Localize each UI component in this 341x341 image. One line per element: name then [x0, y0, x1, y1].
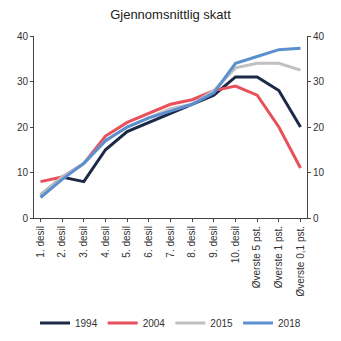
svg-text:Øverste 0,1 pst.: Øverste 0,1 pst. — [295, 226, 306, 297]
svg-text:Øverste 5 pst.: Øverste 5 pst. — [251, 226, 262, 288]
svg-text:Gjennomsnittlig skatt: Gjennomsnittlig skatt — [110, 7, 231, 22]
svg-text:5. desil: 5. desil — [121, 226, 132, 258]
svg-text:40: 40 — [313, 31, 325, 42]
svg-text:30: 30 — [313, 76, 325, 87]
svg-text:8. desil: 8. desil — [186, 226, 197, 258]
svg-text:2004: 2004 — [143, 318, 166, 329]
svg-text:10: 10 — [17, 167, 29, 178]
svg-text:2. desil: 2. desil — [56, 226, 67, 258]
svg-text:2018: 2018 — [278, 318, 301, 329]
svg-text:30: 30 — [17, 76, 29, 87]
svg-text:1994: 1994 — [75, 318, 98, 329]
svg-text:20: 20 — [313, 122, 325, 133]
svg-text:9. desil: 9. desil — [208, 226, 219, 258]
svg-text:20: 20 — [17, 122, 29, 133]
svg-text:40: 40 — [17, 31, 29, 42]
svg-text:10: 10 — [313, 167, 325, 178]
svg-text:2015: 2015 — [210, 318, 233, 329]
svg-text:0: 0 — [22, 213, 28, 224]
svg-text:Øverste 1 pst.: Øverste 1 pst. — [273, 226, 284, 288]
svg-text:1. desil: 1. desil — [35, 226, 46, 258]
svg-text:3. desil: 3. desil — [78, 226, 89, 258]
svg-text:0: 0 — [313, 213, 319, 224]
svg-text:6. desil: 6. desil — [143, 226, 154, 258]
svg-text:4. desil: 4. desil — [100, 226, 111, 258]
svg-text:10. desil: 10. desil — [230, 226, 241, 263]
svg-text:7. desil: 7. desil — [165, 226, 176, 258]
